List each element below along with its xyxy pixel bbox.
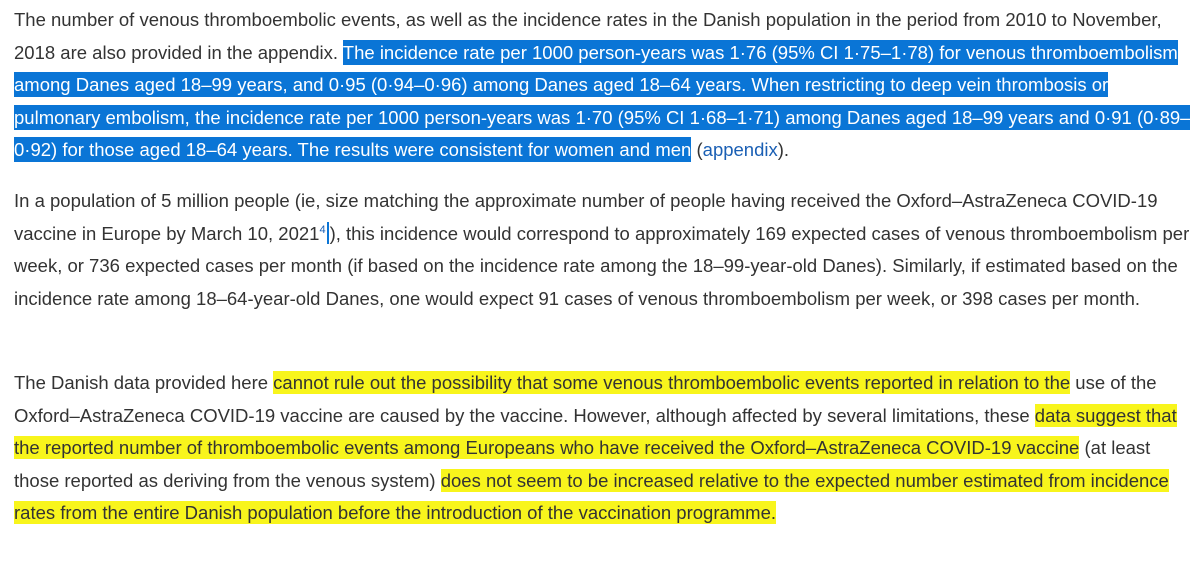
paragraph1-link-close: ). [777, 139, 790, 160]
highlight-1: cannot rule out the possibility that som… [273, 371, 1071, 394]
text-cursor [326, 221, 329, 244]
reference-link[interactable]: 4 [319, 223, 326, 236]
paragraph3-segment3: (at least those reported as deriving fro… [14, 437, 1151, 491]
paragraph2-text-after-ref: ), this incidence would correspond to ap… [14, 222, 1190, 309]
appendix-link[interactable]: appendix [702, 139, 778, 160]
paragraph1-link-open: ( [691, 139, 703, 160]
paragraph3-segment2: use of the Oxford–AstraZeneca COVID-19 v… [14, 372, 1157, 426]
paragraph-incidence-rates: The number of venous thromboembolic even… [14, 4, 1194, 167]
paragraph3-segment1: The Danish data provided here [14, 372, 274, 393]
paragraph1-intro: The number of venous thromboembolic even… [14, 9, 1162, 63]
paragraph-danish-data-conclusion: The Danish data provided here cannot rul… [14, 367, 1194, 530]
paragraph-expected-cases: In a population of 5 million people (ie,… [14, 185, 1194, 315]
paragraph2-text-before-ref: In a population of 5 million people (ie,… [14, 190, 1158, 244]
